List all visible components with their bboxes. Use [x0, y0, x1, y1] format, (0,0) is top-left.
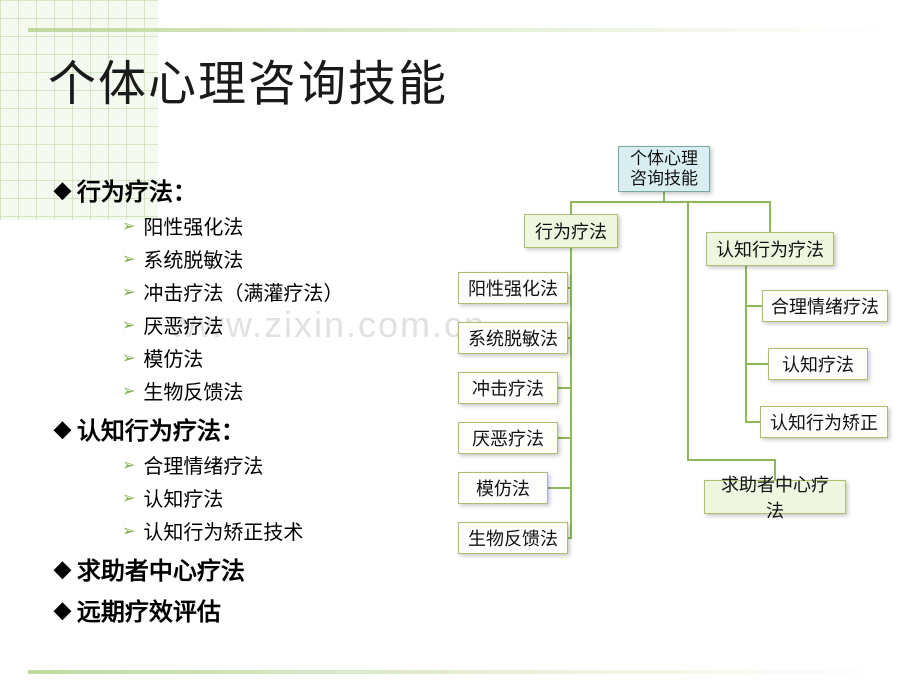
arrow-icon: ➢ — [122, 216, 135, 236]
outline-item: ➢ 认知行为矫正技术 — [122, 516, 454, 545]
outline-subitems: ➢ 阳性强化法 ➢ 系统脱敏法 ➢ 冲击疗法（满灌疗法） ➢ 厌恶疗法 ➢ 模仿法 ➢ 生物反馈法 — [122, 211, 454, 405]
outline-section-label: 行为疗法： — [77, 172, 197, 207]
outline-item: ➢ 厌恶疗法 — [122, 310, 454, 339]
tree-diagram: 个体心理 咨询技能行为疗法认知行为疗法阳性强化法系统脱敏法冲击疗法厌恶疗法模仿法… — [458, 146, 918, 636]
outline-item: ➢ 阳性强化法 — [122, 211, 454, 240]
outline-section: ◆求助者中心疗法 — [54, 551, 454, 586]
outline-section: ◆远期疗效评估 — [54, 592, 454, 627]
page-title: 个体心理咨询技能 — [48, 44, 448, 114]
arrow-icon: ➢ — [122, 315, 135, 335]
outline-subitems: ➢ 合理情绪疗法 ➢ 认知疗法 ➢ 认知行为矫正技术 — [122, 450, 454, 545]
outline-section: ◆行为疗法： — [54, 172, 454, 207]
outline-item: ➢ 模仿法 — [122, 343, 454, 372]
outline-item-label: 模仿法 — [143, 343, 203, 372]
outline-item: ➢ 认知疗法 — [122, 483, 454, 512]
tree-node-b1: 阳性强化法 — [458, 272, 568, 304]
outline-section-label: 求助者中心疗法 — [77, 551, 245, 586]
outline-item-label: 认知行为矫正技术 — [143, 516, 303, 545]
outline-list: ◆行为疗法：➢阳性强化法➢系统脱敏法➢冲击疗法（满灌疗法）➢厌恶疗法➢模仿法➢生… — [54, 166, 454, 627]
outline-item-label: 系统脱敏法 — [143, 244, 243, 273]
tree-node-help: 求助者中心疗法 — [704, 480, 846, 514]
tree-node-b4: 厌恶疗法 — [458, 422, 558, 454]
arrow-icon: ➢ — [122, 282, 135, 302]
tree-node-b3: 冲击疗法 — [458, 372, 558, 404]
tree-node-c3: 认知行为矫正 — [760, 406, 888, 438]
top-divider — [28, 28, 892, 32]
outline-section: ◆认知行为疗法： — [54, 411, 454, 446]
outline-item-label: 认知疗法 — [143, 483, 223, 512]
outline-item: ➢ 冲击疗法（满灌疗法） — [122, 277, 454, 306]
tree-node-cx: 认知行为疗法 — [706, 232, 834, 266]
outline-section-label: 认知行为疗法： — [77, 411, 245, 446]
diamond-icon: ◆ — [54, 556, 71, 582]
tree-node-c2: 认知疗法 — [768, 348, 868, 380]
arrow-icon: ➢ — [122, 381, 135, 401]
tree-node-b6: 生物反馈法 — [458, 522, 568, 554]
outline-item: ➢ 系统脱敏法 — [122, 244, 454, 273]
tree-node-bx: 行为疗法 — [524, 214, 618, 248]
outline-item-label: 生物反馈法 — [143, 376, 243, 405]
outline-item-label: 阳性强化法 — [143, 211, 243, 240]
arrow-icon: ➢ — [122, 521, 135, 541]
diamond-icon: ◆ — [54, 177, 71, 203]
arrow-icon: ➢ — [122, 488, 135, 508]
outline-section-label: 远期疗效评估 — [77, 592, 221, 627]
outline-item: ➢ 合理情绪疗法 — [122, 450, 454, 479]
outline-item-label: 冲击疗法（满灌疗法） — [143, 277, 343, 306]
diamond-icon: ◆ — [54, 597, 71, 623]
outline-item-label: 合理情绪疗法 — [143, 450, 263, 479]
tree-node-b5: 模仿法 — [458, 472, 548, 504]
tree-node-c1: 合理情绪疗法 — [762, 290, 888, 322]
bottom-divider — [28, 670, 892, 674]
arrow-icon: ➢ — [122, 249, 135, 269]
diamond-icon: ◆ — [54, 416, 71, 442]
tree-node-root: 个体心理 咨询技能 — [618, 146, 710, 192]
outline-item: ➢ 生物反馈法 — [122, 376, 454, 405]
arrow-icon: ➢ — [122, 455, 135, 475]
tree-node-b2: 系统脱敏法 — [458, 322, 568, 354]
outline-item-label: 厌恶疗法 — [143, 310, 223, 339]
arrow-icon: ➢ — [122, 348, 135, 368]
